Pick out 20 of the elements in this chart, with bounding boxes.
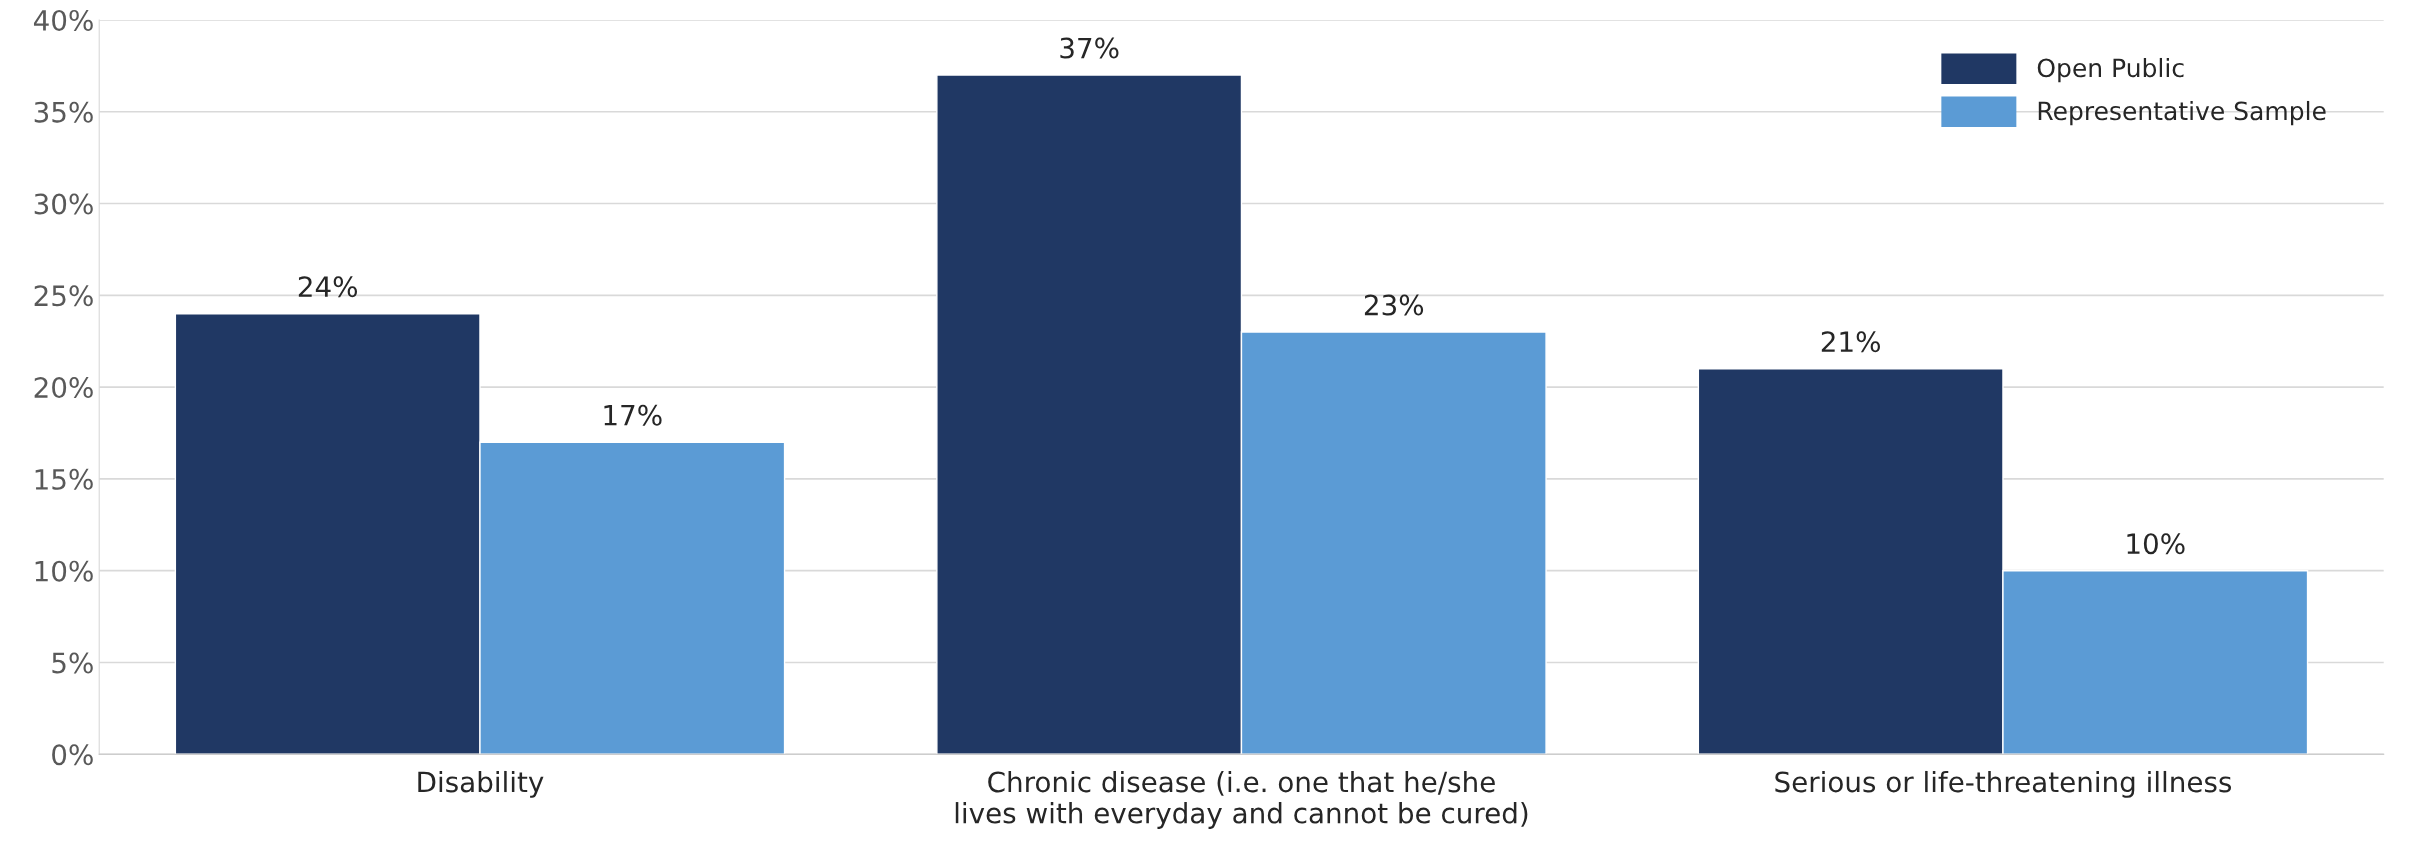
x-tick-label: Chronic disease (i.e. one that he/she lives with everyday and cannot be cured) [955, 770, 1528, 829]
y-tick-label: 10% [35, 560, 93, 582]
x-tick-label: Disability [418, 770, 544, 798]
data-label: 17% [604, 404, 662, 426]
y-tick-label: 30% [34, 193, 93, 215]
y-tick-label: 20% [34, 377, 93, 399]
y-tick-label: 35% [34, 101, 93, 123]
data-label: 23% [1364, 294, 1424, 316]
x-tick-label: Serious or life-threatening illness [1775, 770, 2232, 798]
y-tick-label: 25% [34, 285, 93, 307]
data-label: 37% [1060, 37, 1119, 59]
data-label: 10% [2127, 533, 2185, 555]
y-tick-label: 5% [52, 652, 93, 674]
y-tick-label: 15% [35, 468, 93, 490]
legend-label: Open Public [2037, 57, 2184, 83]
y-tick-label: 40% [33, 9, 93, 31]
legend-label: Representative Sample [2038, 100, 2326, 126]
y-tick-label: 0% [52, 744, 93, 766]
data-label: 24% [298, 276, 358, 298]
data-label: 21% [1821, 331, 1880, 353]
